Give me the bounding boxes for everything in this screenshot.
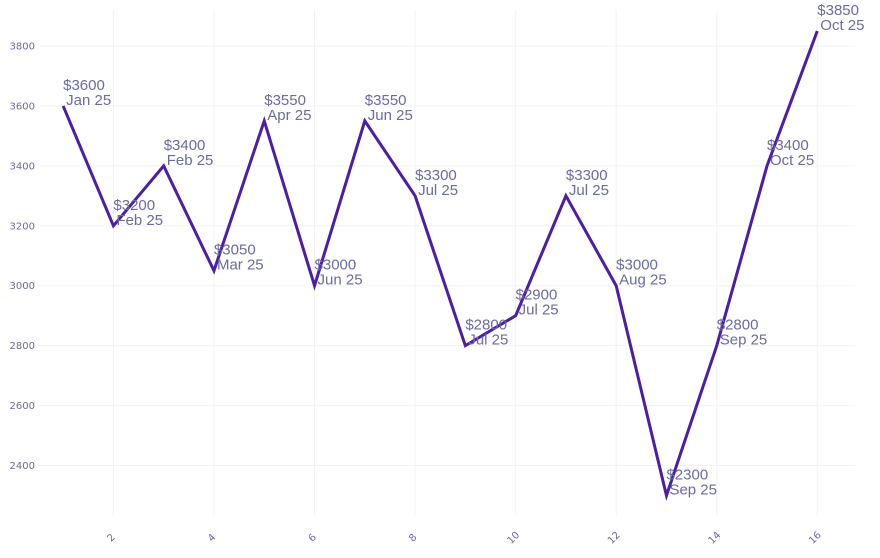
value-label: $3600 (63, 77, 105, 94)
month-label: Feb 25 (167, 152, 214, 169)
y-tick-label: 2800 (10, 341, 35, 352)
x-tick-label: 14 (707, 530, 724, 547)
x-tick-label: 6 (307, 532, 319, 544)
value-label: $3550 (264, 92, 306, 109)
month-label: Jun 25 (368, 107, 413, 124)
y-tick-label: 3800 (10, 41, 35, 52)
month-label: Jun 25 (318, 272, 363, 289)
month-label: Jul 25 (569, 182, 609, 199)
value-label: $3000 (315, 257, 357, 274)
value-label: $2800 (465, 317, 507, 334)
month-label: Oct 25 (820, 17, 864, 34)
x-tick-label: 2 (106, 532, 118, 544)
y-tick-label: 3400 (10, 161, 35, 172)
x-tick-label: 10 (505, 530, 522, 547)
x-tick-label: 8 (407, 532, 419, 544)
value-label: $2800 (717, 317, 759, 334)
y-axis-ticks: 2400 2600 2800 3000 3200 3400 3600 3800 (10, 41, 35, 472)
series-line (61, 30, 819, 501)
month-label: Oct 25 (770, 152, 814, 169)
month-label: Jul 25 (418, 182, 458, 199)
month-label: Jul 25 (519, 302, 559, 319)
x-axis-ticks: 2 4 6 8 10 12 14 16 (106, 530, 824, 547)
value-label: $3400 (767, 137, 809, 154)
y-tick-label: 3600 (10, 101, 35, 112)
value-label: $2900 (516, 287, 558, 304)
value-label: $3050 (214, 242, 256, 259)
y-tick-label: 3000 (10, 281, 35, 292)
value-label: $3400 (164, 137, 206, 154)
month-label: Apr 25 (267, 107, 311, 124)
month-label: Sep 25 (720, 332, 768, 349)
month-label: Aug 25 (619, 272, 667, 289)
month-label: Jul 25 (468, 332, 508, 349)
grid-lines (38, 10, 855, 515)
month-label: Feb 25 (116, 212, 163, 229)
x-tick-label: 12 (606, 530, 623, 547)
x-tick-label: 16 (807, 530, 824, 547)
value-label: $3200 (113, 197, 155, 214)
month-label: Mar 25 (217, 257, 264, 274)
y-tick-label: 3200 (10, 221, 35, 232)
month-label: Jan 25 (66, 92, 111, 109)
value-label: $3000 (616, 257, 658, 274)
value-label: $3300 (415, 167, 457, 184)
value-label: $3550 (365, 92, 407, 109)
value-label: $2300 (666, 467, 708, 484)
value-label: $3300 (566, 167, 608, 184)
month-label: Sep 25 (669, 482, 717, 499)
x-tick-label: 4 (206, 532, 218, 544)
y-tick-label: 2400 (10, 461, 35, 472)
value-label: $3850 (817, 2, 859, 19)
y-tick-label: 2600 (10, 401, 35, 412)
